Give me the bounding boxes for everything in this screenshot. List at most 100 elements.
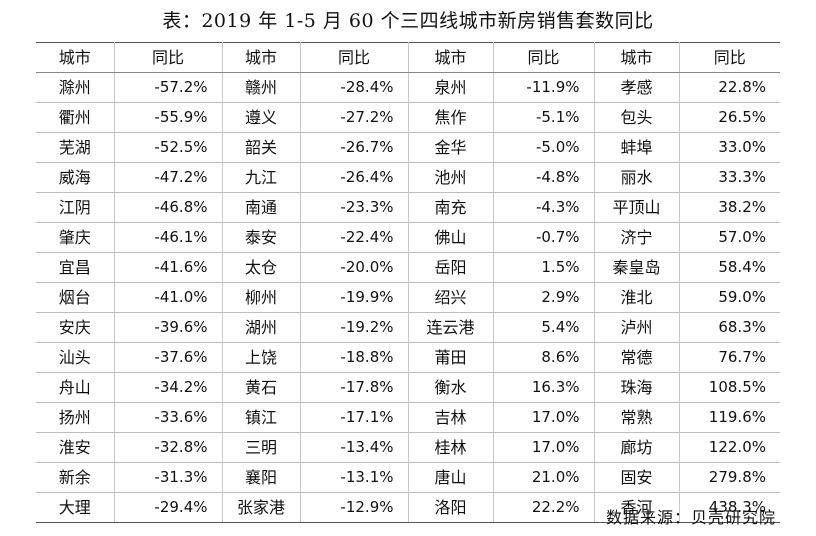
yoy-cell: 33.3% — [679, 162, 780, 193]
yoy-cell: -27.2% — [300, 102, 409, 133]
yoy-cell: 8.6% — [493, 342, 595, 373]
city-cell: 太仓 — [222, 252, 301, 283]
column-header: 同比 — [300, 42, 409, 73]
city-cell: 韶关 — [222, 132, 301, 163]
yoy-cell: -29.4% — [114, 492, 223, 523]
city-cell: 济宁 — [594, 222, 680, 253]
yoy-cell: 38.2% — [679, 192, 780, 223]
table-row: 江阴 -46.8% 南通 -23.3% 南充 -4.3% 平顶山 38.2% — [36, 192, 780, 223]
city-cell: 常熟 — [594, 402, 680, 433]
yoy-cell: -46.8% — [114, 192, 223, 223]
yoy-cell: -0.7% — [493, 222, 595, 253]
table-row: 威海 -47.2% 九江 -26.4% 池州 -4.8% 丽水 33.3% — [36, 162, 780, 193]
yoy-cell: -5.1% — [493, 102, 595, 133]
city-cell: 南通 — [222, 192, 301, 223]
city-cell: 淮安 — [36, 432, 115, 463]
city-cell: 焦作 — [408, 102, 494, 133]
yoy-cell: -17.1% — [300, 402, 409, 433]
column-header: 同比 — [114, 42, 223, 73]
city-cell: 扬州 — [36, 402, 115, 433]
column-header: 同比 — [679, 42, 780, 73]
table-row: 舟山 -34.2% 黄石 -17.8% 衡水 16.3% 珠海 108.5% — [36, 372, 780, 403]
yoy-cell: -33.6% — [114, 402, 223, 433]
yoy-cell: 2.9% — [493, 282, 595, 313]
yoy-cell: -39.6% — [114, 312, 223, 343]
city-cell: 池州 — [408, 162, 494, 193]
city-cell: 汕头 — [36, 342, 115, 373]
yoy-cell: 438.3% — [679, 492, 780, 523]
table-row: 汕头 -37.6% 上饶 -18.8% 莆田 8.6% 常德 76.7% — [36, 342, 780, 373]
city-cell: 衡水 — [408, 372, 494, 403]
city-cell: 烟台 — [36, 282, 115, 313]
table-row: 芜湖 -52.5% 韶关 -26.7% 金华 -5.0% 蚌埠 33.0% — [36, 132, 780, 163]
yoy-cell: 16.3% — [493, 372, 595, 403]
yoy-cell: 26.5% — [679, 102, 780, 133]
yoy-cell: -5.0% — [493, 132, 595, 163]
city-cell: 南充 — [408, 192, 494, 223]
yoy-cell: -11.9% — [493, 72, 595, 103]
city-cell: 威海 — [36, 162, 115, 193]
yoy-cell: 279.8% — [679, 462, 780, 493]
city-cell: 固安 — [594, 462, 680, 493]
yoy-cell: -23.3% — [300, 192, 409, 223]
city-cell: 泸州 — [594, 312, 680, 343]
yoy-cell: -57.2% — [114, 72, 223, 103]
city-cell: 吉林 — [408, 402, 494, 433]
city-cell: 江阴 — [36, 192, 115, 223]
table-row: 衢州 -55.9% 遵义 -27.2% 焦作 -5.1% 包头 26.5% — [36, 102, 780, 133]
city-cell: 廊坊 — [594, 432, 680, 463]
yoy-cell: -52.5% — [114, 132, 223, 163]
data-source: 数据来源：贝壳研究院 — [605, 508, 776, 527]
column-header: 城市 — [36, 42, 115, 73]
yoy-cell: -13.1% — [300, 462, 409, 493]
yoy-cell: -4.8% — [493, 162, 595, 193]
yoy-cell: 76.7% — [679, 342, 780, 373]
yoy-cell: -32.8% — [114, 432, 223, 463]
city-cell: 三明 — [222, 432, 301, 463]
city-cell: 镇江 — [222, 402, 301, 433]
yoy-cell: -20.0% — [300, 252, 409, 283]
city-cell: 柳州 — [222, 282, 301, 313]
city-cell: 包头 — [594, 102, 680, 133]
yoy-cell: -19.2% — [300, 312, 409, 343]
city-cell: 大理 — [36, 492, 115, 523]
yoy-cell: 21.0% — [493, 462, 595, 493]
city-cell: 常德 — [594, 342, 680, 373]
yoy-cell: 22.8% — [679, 72, 780, 103]
city-cell: 洛阳 — [408, 492, 494, 523]
city-cell: 唐山 — [408, 462, 494, 493]
yoy-cell: 22.2% — [493, 492, 595, 523]
table-row: 烟台 -41.0% 柳州 -19.9% 绍兴 2.9% 淮北 59.0% — [36, 282, 780, 313]
table-title: 表：2019 年 1-5 月 60 个三四线城市新房销售套数同比 — [162, 10, 654, 32]
table-row: 扬州 -33.6% 镇江 -17.1% 吉林 17.0% 常熟 119.6% — [36, 402, 780, 433]
column-header: 城市 — [222, 42, 301, 73]
yoy-cell: -13.4% — [300, 432, 409, 463]
table-row: 大理 -29.4% 张家港 -12.9% 洛阳 22.2% 香河 438.3% — [36, 492, 780, 523]
yoy-cell: -26.4% — [300, 162, 409, 193]
city-cell: 新余 — [36, 462, 115, 493]
yoy-cell: -4.3% — [493, 192, 595, 223]
city-cell: 安庆 — [36, 312, 115, 343]
table-body: 滁州 -57.2% 赣州 -28.4% 泉州 -11.9% 孝感 22.8% 衢州 -55.9% 遵… — [36, 72, 780, 523]
city-cell: 珠海 — [594, 372, 680, 403]
city-cell: 肇庆 — [36, 222, 115, 253]
city-cell: 连云港 — [408, 312, 494, 343]
city-cell: 泰安 — [222, 222, 301, 253]
city-sales-table: 城市 同比 城市 同比 城市 同比 城市 同比 滁州 -57.2% 赣州 -28.4%… — [36, 42, 780, 523]
column-header: 同比 — [493, 42, 595, 73]
yoy-cell: -17.8% — [300, 372, 409, 403]
column-header: 城市 — [594, 42, 680, 73]
header-row: 城市 同比 城市 同比 城市 同比 城市 同比 — [36, 42, 780, 73]
city-cell: 赣州 — [222, 72, 301, 103]
yoy-cell: -18.8% — [300, 342, 409, 373]
city-cell: 芜湖 — [36, 132, 115, 163]
yoy-cell: 58.4% — [679, 252, 780, 283]
city-cell: 舟山 — [36, 372, 115, 403]
yoy-cell: -31.3% — [114, 462, 223, 493]
city-cell: 衢州 — [36, 102, 115, 133]
column-header: 城市 — [408, 42, 494, 73]
yoy-cell: -19.9% — [300, 282, 409, 313]
yoy-cell: 33.0% — [679, 132, 780, 163]
yoy-cell: -22.4% — [300, 222, 409, 253]
yoy-cell: -55.9% — [114, 102, 223, 133]
